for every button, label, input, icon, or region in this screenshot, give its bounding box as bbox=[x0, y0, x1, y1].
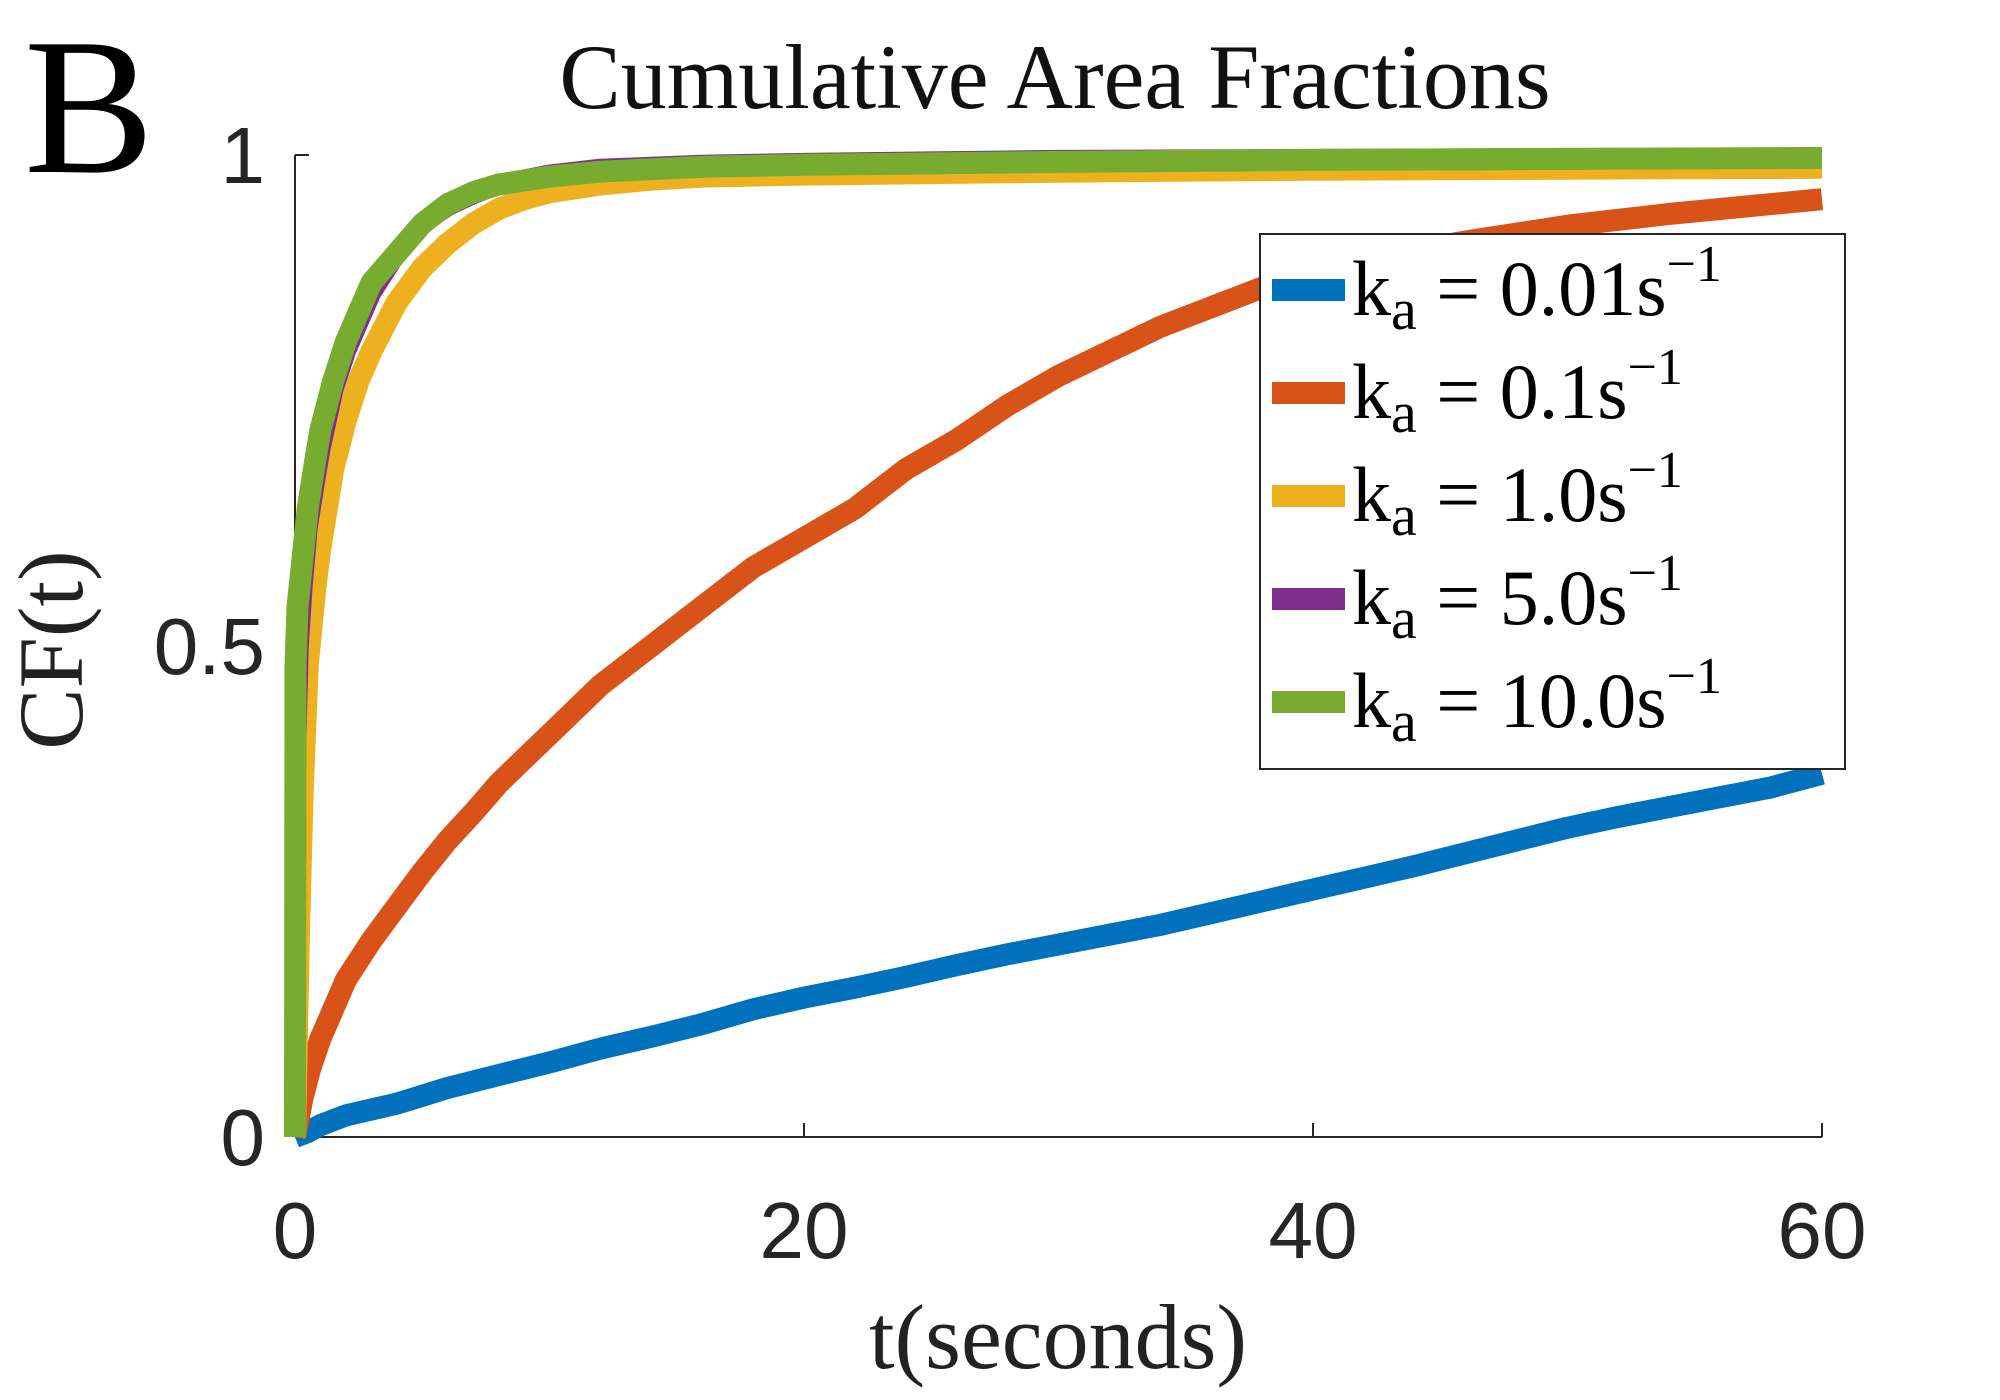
legend: ka = 0.01s−1ka = 0.1s−1ka = 1.0s−1ka = 5… bbox=[1259, 233, 1846, 770]
y-tick-label: 0 bbox=[221, 1093, 266, 1182]
x-tick-label: 0 bbox=[273, 1186, 318, 1275]
legend-entry-label: ka = 5.0s−1 bbox=[1352, 545, 1683, 651]
y-axis-label: CF(t) bbox=[0, 550, 102, 749]
panel-label: B bbox=[24, 0, 154, 215]
legend-entry-label: ka = 0.1s−1 bbox=[1352, 339, 1683, 445]
y-tick-label: 0.5 bbox=[154, 602, 265, 691]
x-ticks: 0 20 40 60 bbox=[273, 1123, 1867, 1275]
legend-entry-label: ka = 10.0s−1 bbox=[1352, 648, 1722, 754]
legend-entries: ka = 0.01s−1ka = 0.1s−1ka = 1.0s−1ka = 5… bbox=[1272, 236, 1722, 754]
chart-title: Cumulative Area Fractions bbox=[559, 26, 1550, 128]
y-tick-label: 1 bbox=[221, 111, 266, 200]
x-tick-label: 60 bbox=[1778, 1186, 1867, 1275]
series-layer bbox=[284, 146, 1825, 1148]
x-tick-label: 40 bbox=[1269, 1186, 1358, 1275]
legend-entry-label: ka = 0.01s−1 bbox=[1352, 236, 1722, 342]
x-tick-label: 20 bbox=[760, 1186, 849, 1275]
series-line-5 bbox=[284, 146, 1823, 1138]
x-axis-label: t(seconds) bbox=[869, 1286, 1247, 1388]
series-line-1 bbox=[291, 763, 1825, 1148]
y-ticks: 00.51 bbox=[154, 111, 309, 1182]
legend-box bbox=[1259, 233, 1846, 770]
legend-entry-label: ka = 1.0s−1 bbox=[1352, 442, 1683, 548]
